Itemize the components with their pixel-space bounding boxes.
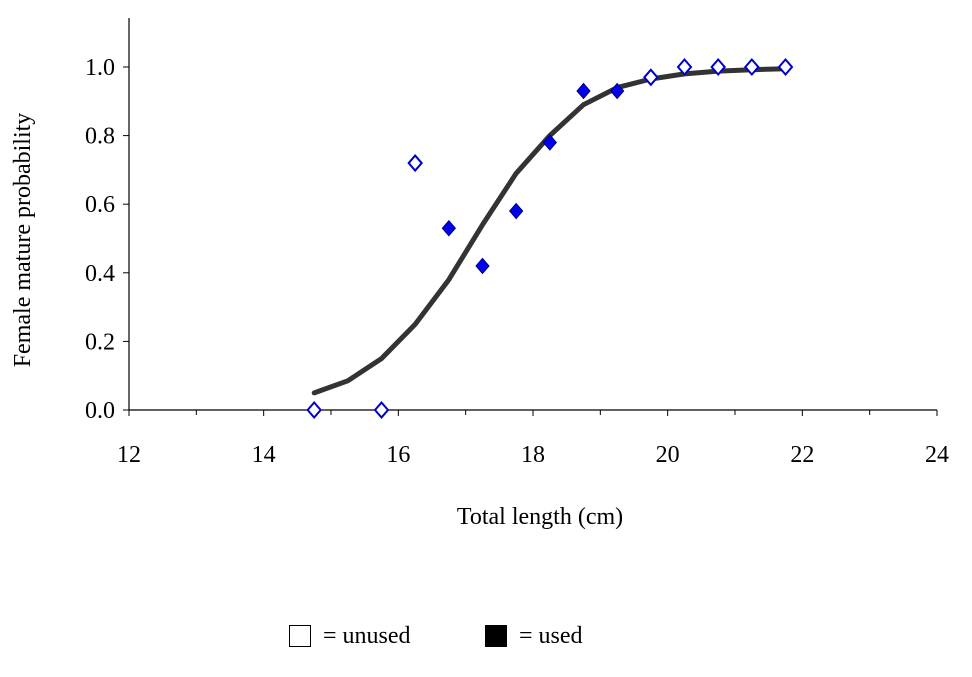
x-axis-title: Total length (cm)	[457, 504, 623, 530]
x-tick-label: 20	[656, 442, 680, 468]
fit-line-group	[311, 66, 788, 396]
point-unused	[777, 57, 794, 77]
x-tick-label: 12	[117, 442, 141, 468]
axes	[128, 18, 937, 411]
point-unused	[710, 57, 726, 77]
point-used	[441, 219, 456, 237]
legend-item-unused: = unused	[289, 618, 411, 654]
points-group	[306, 57, 794, 420]
x-tick-label: 14	[252, 442, 276, 468]
point-unused	[306, 400, 322, 420]
y-tick-label: 1.0	[85, 55, 115, 81]
point-unused	[676, 57, 693, 77]
ticks: 12 14 16 18 20 22 24 0.0 0.2 0.4 0.6 0.8 1.0	[85, 55, 949, 468]
x-tick-label: 18	[521, 442, 545, 468]
x-tick-label: 22	[790, 442, 814, 468]
point-unused	[407, 154, 423, 173]
fitted-curve	[311, 66, 788, 396]
filled-square-icon	[485, 625, 507, 647]
chart-svg: 12 14 16 18 20 22 24 0.0 0.2 0.4 0.6 0.8 1.0 Total l…	[10, 18, 949, 530]
point-unused	[643, 68, 659, 87]
y-tick-label: 0.6	[85, 192, 115, 218]
point-used	[509, 202, 524, 220]
point-unused	[373, 400, 390, 420]
open-square-icon	[289, 625, 311, 647]
legend-label-unused: = unused	[323, 622, 411, 649]
point-used	[576, 82, 591, 100]
point-used	[542, 134, 557, 151]
legend-label-used: = used	[519, 622, 583, 649]
point-unused	[744, 57, 760, 77]
point-used	[475, 257, 490, 275]
x-tick-label: 16	[386, 442, 410, 468]
y-tick-label: 0.4	[85, 261, 115, 287]
legend: = unused = used	[0, 618, 972, 654]
y-tick-label: 0.8	[85, 124, 115, 150]
y-axis-title: Female mature probability	[10, 113, 36, 368]
legend-item-used: = used	[485, 618, 583, 654]
point-used	[610, 82, 625, 100]
y-tick-label: 0.0	[85, 398, 115, 424]
y-tick-label: 0.2	[85, 329, 115, 355]
x-tick-label: 24	[925, 442, 949, 468]
